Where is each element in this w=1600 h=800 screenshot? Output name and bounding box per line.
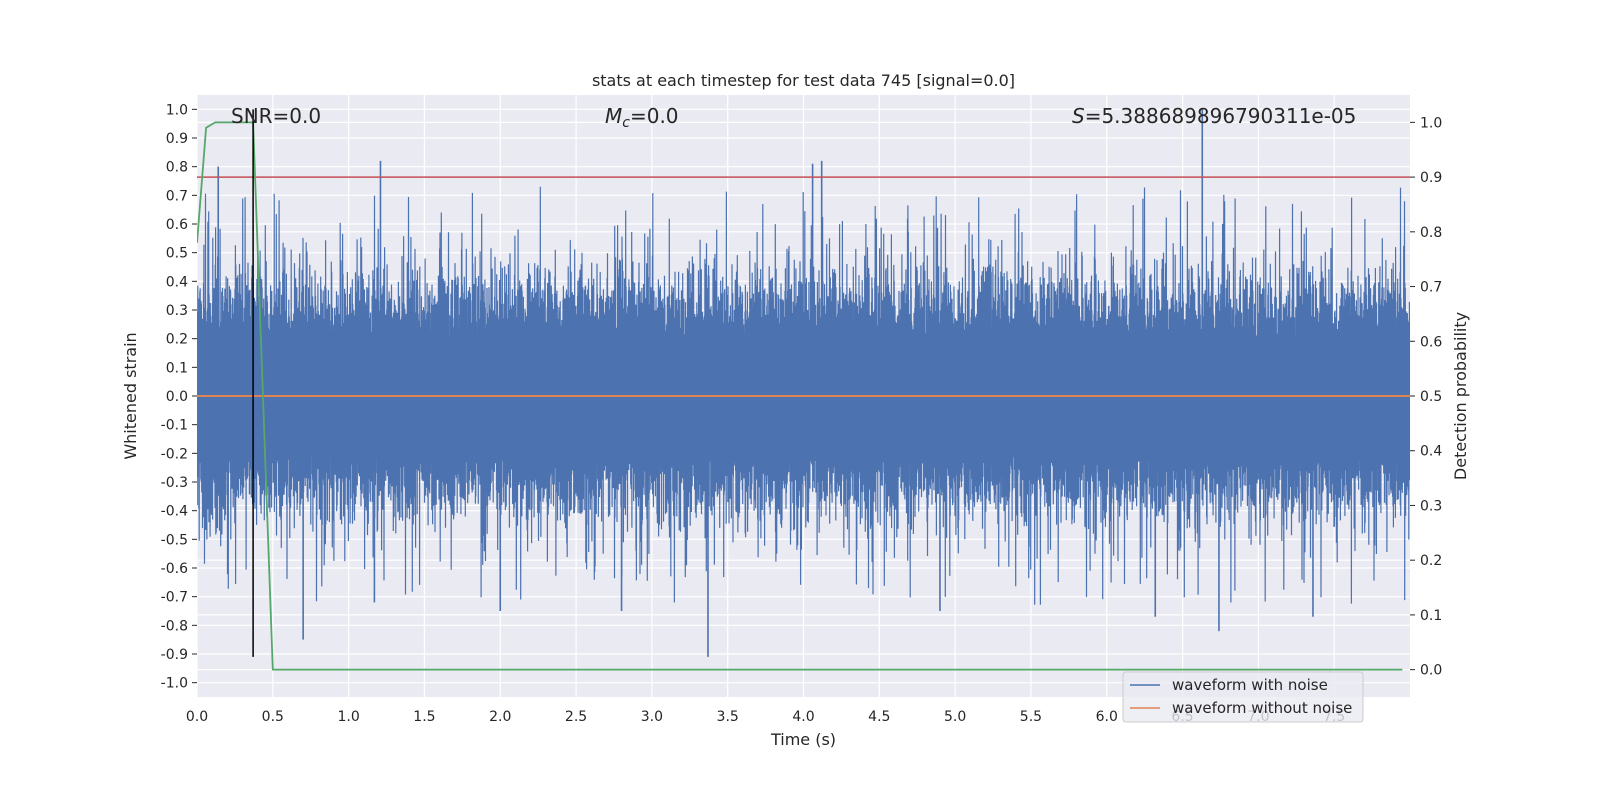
x-tick-label: 0.5 (262, 709, 284, 725)
x-tick-label: 1.0 (337, 709, 359, 725)
y-left-tick-label: 1.0 (166, 102, 188, 118)
y-left-tick-label: 0.4 (166, 274, 188, 290)
annotation-mc-symbol: M (605, 104, 622, 128)
x-tick-label: 4.0 (792, 709, 814, 725)
y-left-tick-label: 0.6 (166, 217, 188, 233)
x-tick-label: 3.5 (717, 709, 739, 725)
y-left-tick-label: 0.2 (166, 332, 188, 348)
y-left-tick-label: -0.5 (161, 532, 188, 548)
y-axis-right-title: Detection probability (1451, 312, 1470, 480)
y-left-tick-label: 0.8 (166, 160, 188, 176)
annotation-s-value: =5.388689896790311e-05 (1085, 104, 1357, 128)
y-left-tick-label: -0.9 (161, 647, 188, 663)
y-left-tick-label: -1.0 (161, 676, 188, 692)
y-left-tick-label: -0.6 (161, 561, 188, 577)
y-left-tick-label: -0.7 (161, 590, 188, 606)
y-left-tick-label: -0.1 (161, 418, 188, 434)
y-right-tick-label: 0.6 (1420, 334, 1442, 350)
y-left-tick-label: -0.3 (161, 475, 188, 491)
y-right-tick-label: 0.4 (1420, 444, 1442, 460)
y-right-tick-label: 0.5 (1420, 389, 1442, 405)
y-right-tick-label: 0.2 (1420, 553, 1442, 569)
chart-title: stats at each timestep for test data 745… (592, 71, 1015, 90)
series-detection-probability (197, 121, 1403, 671)
y-right-tick-label: 0.1 (1420, 608, 1442, 624)
annotation-snr: SNR=0.0 (231, 104, 321, 128)
annotation-statistic: S=5.388689896790311e-05 (1072, 104, 1356, 128)
y-right-tick-label: 0.3 (1420, 498, 1442, 514)
series-waveform-with-noise (197, 186, 1410, 605)
annotation-chirp-mass: Mc=0.0 (605, 104, 679, 131)
x-tick-label: 4.5 (868, 709, 890, 725)
y-right-tick-label: 0.0 (1420, 663, 1442, 679)
y-right-tick-label: 0.7 (1420, 280, 1442, 296)
x-tick-label: 0.0 (186, 709, 208, 725)
x-tick-label: 5.5 (1020, 709, 1042, 725)
y-left-tick-label: -0.4 (161, 504, 188, 520)
y-left-tick-label: 0.7 (166, 188, 188, 204)
x-tick-label: 6.0 (1096, 709, 1118, 725)
data-layer (197, 109, 1410, 671)
y-left-tick-label: 0.0 (166, 389, 188, 405)
annotation-mc-value: =0.0 (630, 104, 679, 128)
y-left-tick-label: 0.3 (166, 303, 188, 319)
annotation-s-symbol: S (1072, 104, 1085, 128)
x-tick-label: 2.5 (565, 709, 587, 725)
axes: 0.00.51.01.52.02.53.03.54.04.55.05.56.06… (161, 102, 1443, 725)
x-tick-label: 3.0 (641, 709, 663, 725)
y-axis-left-title: Whitened strain (121, 332, 140, 459)
x-tick-label: 1.5 (413, 709, 435, 725)
y-right-tick-label: 0.9 (1420, 170, 1442, 186)
y-left-tick-label: 0.9 (166, 131, 188, 147)
legend-label-noise: waveform with noise (1172, 676, 1328, 694)
legend-label-clean: waveform without noise (1172, 699, 1352, 717)
y-left-tick-label: 0.1 (166, 360, 188, 376)
y-left-tick-label: -0.8 (161, 618, 188, 634)
y-left-tick-label: 0.5 (166, 246, 188, 262)
annotation-mc-subscript: c (622, 115, 630, 131)
y-right-tick-label: 1.0 (1420, 115, 1442, 131)
legend: waveform with noise waveform without noi… (1122, 671, 1364, 723)
legend-box (1122, 671, 1364, 723)
x-axis-title: Time (s) (770, 730, 836, 749)
x-tick-label: 5.0 (944, 709, 966, 725)
x-tick-label: 2.0 (489, 709, 511, 725)
y-right-tick-label: 0.8 (1420, 225, 1442, 241)
y-left-tick-label: -0.2 (161, 446, 188, 462)
